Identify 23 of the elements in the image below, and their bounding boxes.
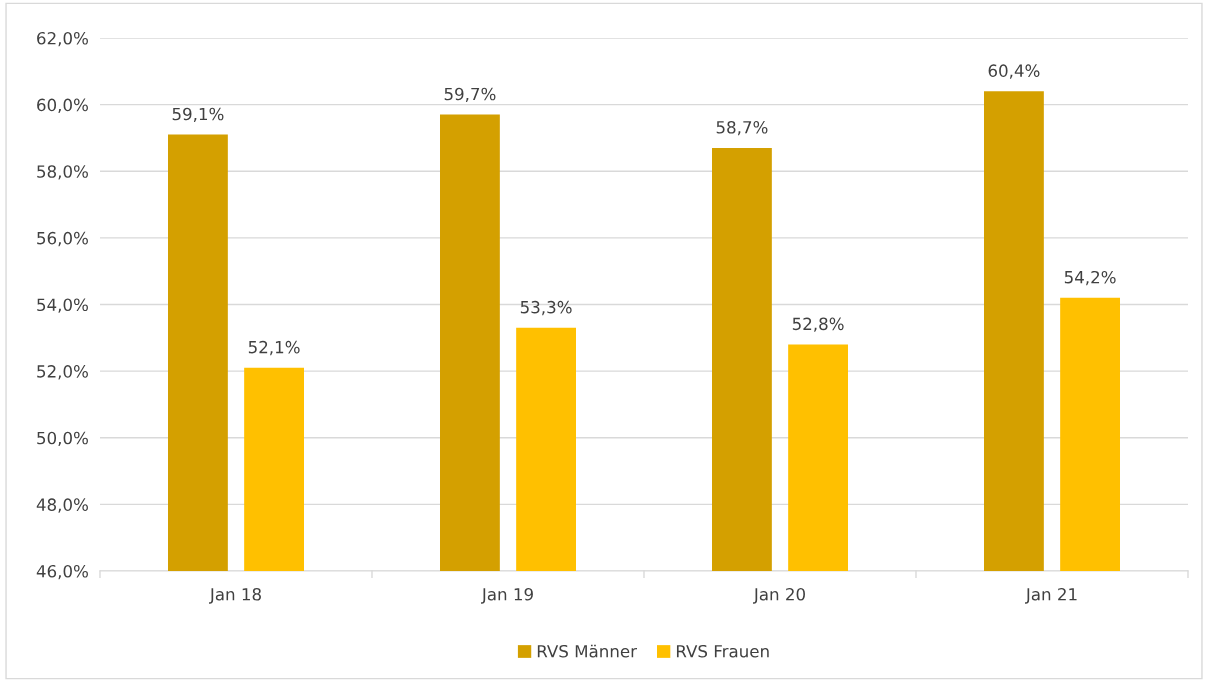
y-tick-label: 46,0% [36, 564, 88, 580]
y-tick-label: 62,0% [37, 31, 88, 47]
data-label: 59,7% [444, 87, 496, 102]
y-tick-label: 56,0% [37, 231, 88, 247]
data-label: 53,3% [520, 300, 572, 316]
legend-label: RVS Männer [537, 644, 637, 658]
data-label: 54,2% [1064, 270, 1116, 286]
data-label: 59,1% [172, 107, 224, 122]
y-tick-label: 58,0% [37, 165, 88, 180]
y-tick-label: 54,0% [37, 298, 88, 313]
y-tick-label: 60,0% [37, 98, 88, 113]
legend-label: RVS Frauen [676, 644, 769, 658]
data-label: 58,7% [716, 120, 768, 136]
x-tick-label: Jan 18 [209, 587, 261, 604]
data-label: 60,4% [988, 64, 1040, 79]
x-tick-label: Jan 21 [1025, 587, 1077, 604]
y-tick-label: 52,0% [37, 365, 88, 380]
y-tick-label: 50,0% [37, 431, 88, 447]
x-tick-label: Jan 20 [753, 587, 805, 604]
data-label: 52,1% [248, 340, 300, 356]
data-label: 52,8% [792, 317, 844, 332]
x-tick-label: Jan 19 [481, 587, 533, 604]
y-tick-label: 48,0% [36, 498, 88, 513]
